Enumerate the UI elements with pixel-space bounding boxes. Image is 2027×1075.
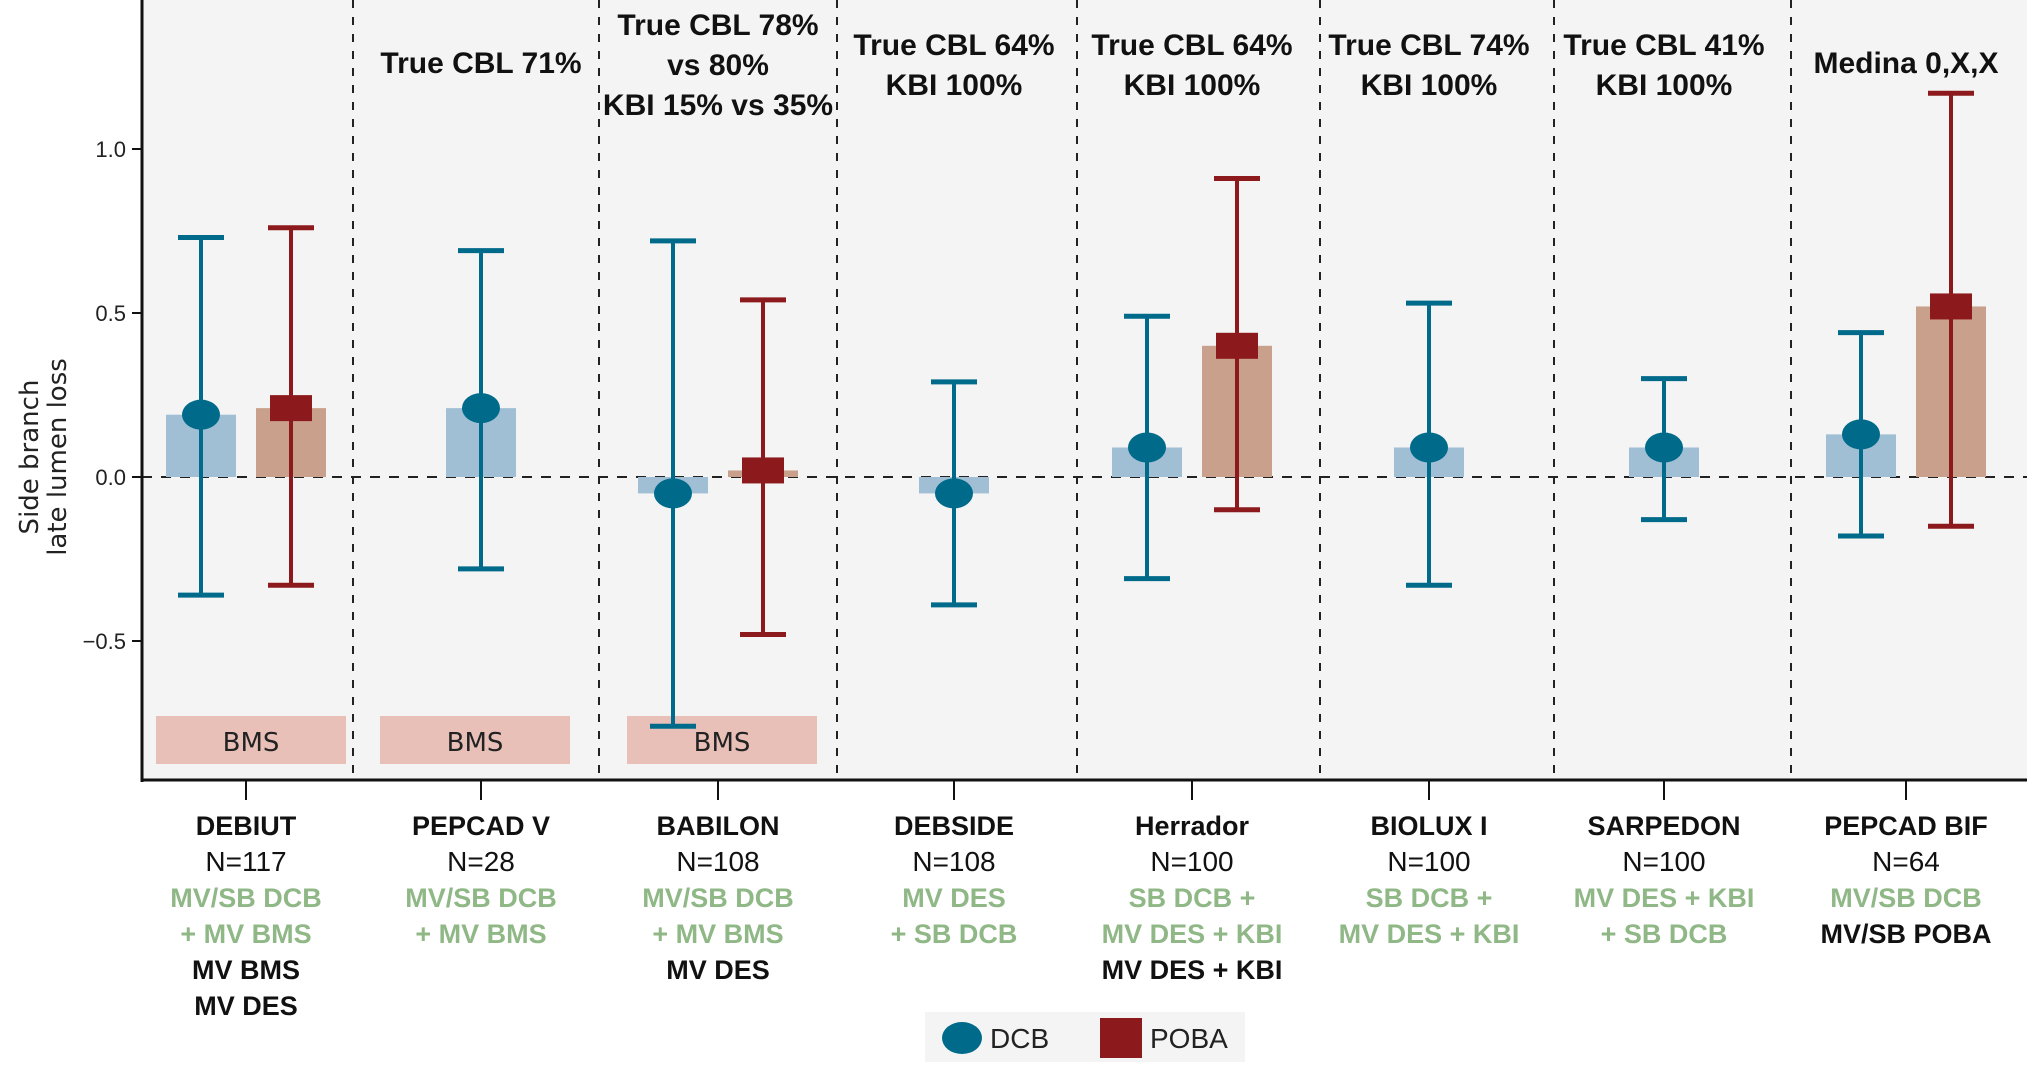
y-tick-label: 1.0 xyxy=(95,137,126,162)
bms-label: BMS xyxy=(223,728,280,758)
group-annotation: vs 80% xyxy=(667,49,769,82)
study-name-label: PEPCAD BIF xyxy=(1824,811,1988,841)
dcb-mean-marker xyxy=(1645,432,1683,463)
dcb-strategy-label: MV DES + KBI xyxy=(1574,883,1755,913)
control-strategy-label: MV DES xyxy=(666,955,770,985)
sample-size-label: N=28 xyxy=(447,846,515,877)
dcb-strategy-label: MV DES + KBI xyxy=(1102,919,1283,949)
dcb-strategy-label: + SB DCB xyxy=(1601,919,1728,949)
bms-box xyxy=(156,716,346,764)
group-annotation: KBI 100% xyxy=(886,69,1023,102)
poba-mean-marker xyxy=(270,395,312,422)
sample-size-label: N=108 xyxy=(676,846,759,877)
dcb-mean-marker xyxy=(462,393,500,424)
control-strategy-label: MV/SB POBA xyxy=(1820,919,1991,949)
dcb-strategy-label: + MV BMS xyxy=(180,919,311,949)
sample-size-label: N=108 xyxy=(912,846,995,877)
y-axis-label-line: Side branch xyxy=(15,380,45,535)
study-name-label: Herrador xyxy=(1135,811,1250,841)
dcb-mean-marker xyxy=(1410,432,1448,463)
group-annotation: Medina 0,X,X xyxy=(1813,47,1998,80)
y-tick-label: 0.0 xyxy=(95,465,126,490)
sample-size-label: N=64 xyxy=(1872,846,1940,877)
bms-box xyxy=(380,716,570,764)
study-name-label: BIOLUX I xyxy=(1370,811,1487,841)
dcb-mean-marker xyxy=(1842,419,1880,450)
group-annotation: True CBL 64% xyxy=(1091,29,1292,62)
group-annotation: KBI 15% vs 35% xyxy=(603,89,833,122)
legend-dcb-marker xyxy=(942,1022,982,1054)
dcb-strategy-label: MV DES + KBI xyxy=(1339,919,1520,949)
study-name-label: DEBIUT xyxy=(196,811,297,841)
plot-background xyxy=(142,0,2027,780)
group-annotation: KBI 100% xyxy=(1596,69,1733,102)
control-strategy-label: MV DES + KBI xyxy=(1102,955,1283,985)
poba-mean-marker xyxy=(1216,332,1258,359)
group-annotation: True CBL 74% xyxy=(1328,29,1529,62)
poba-mean-marker xyxy=(1930,293,1972,320)
group-annotation: True CBL 78% xyxy=(617,9,818,42)
dcb-mean-marker xyxy=(935,478,973,509)
legend-poba-marker xyxy=(1100,1018,1142,1058)
group-annotation: True CBL 41% xyxy=(1563,29,1764,62)
group-annotation: True CBL 71% xyxy=(380,47,581,80)
dcb-strategy-label: MV DES xyxy=(902,883,1006,913)
dcb-strategy-label: MV/SB DCB xyxy=(170,883,322,913)
dcb-mean-marker xyxy=(182,399,220,430)
dcb-strategy-label: + MV BMS xyxy=(652,919,783,949)
dcb-strategy-label: MV/SB DCB xyxy=(1830,883,1982,913)
group-annotation: KBI 100% xyxy=(1124,69,1261,102)
group-annotation: True CBL 64% xyxy=(853,29,1054,62)
y-tick-label: 0.5 xyxy=(95,301,126,326)
legend-dcb-label: DCB xyxy=(990,1023,1049,1054)
sample-size-label: N=100 xyxy=(1387,846,1470,877)
y-axis-label-line: late lumen loss xyxy=(43,358,73,556)
bms-label: BMS xyxy=(694,728,751,758)
dcb-strategy-label: MV/SB DCB xyxy=(405,883,557,913)
dcb-strategy-label: SB DCB + xyxy=(1129,883,1256,913)
study-name-label: SARPEDON xyxy=(1587,811,1740,841)
dcb-strategy-label: + SB DCB xyxy=(891,919,1018,949)
sample-size-label: N=117 xyxy=(205,846,286,877)
y-tick-label: −0.5 xyxy=(83,629,126,654)
control-strategy-label: MV DES xyxy=(194,991,298,1021)
study-name-label: DEBSIDE xyxy=(894,811,1014,841)
control-strategy-label: MV BMS xyxy=(192,955,300,985)
dcb-mean-marker xyxy=(1128,432,1166,463)
dcb-strategy-label: MV/SB DCB xyxy=(642,883,794,913)
sample-size-label: N=100 xyxy=(1150,846,1233,877)
bms-label: BMS xyxy=(447,728,504,758)
legend-poba-label: POBA xyxy=(1150,1023,1228,1054)
group-annotation: KBI 100% xyxy=(1361,69,1498,102)
dcb-strategy-label: + MV BMS xyxy=(415,919,546,949)
sample-size-label: N=100 xyxy=(1622,846,1705,877)
dcb-mean-marker xyxy=(654,478,692,509)
dcb-strategy-label: SB DCB + xyxy=(1366,883,1493,913)
study-name-label: BABILON xyxy=(657,811,780,841)
poba-mean-marker xyxy=(742,457,784,484)
study-name-label: PEPCAD V xyxy=(412,811,550,841)
